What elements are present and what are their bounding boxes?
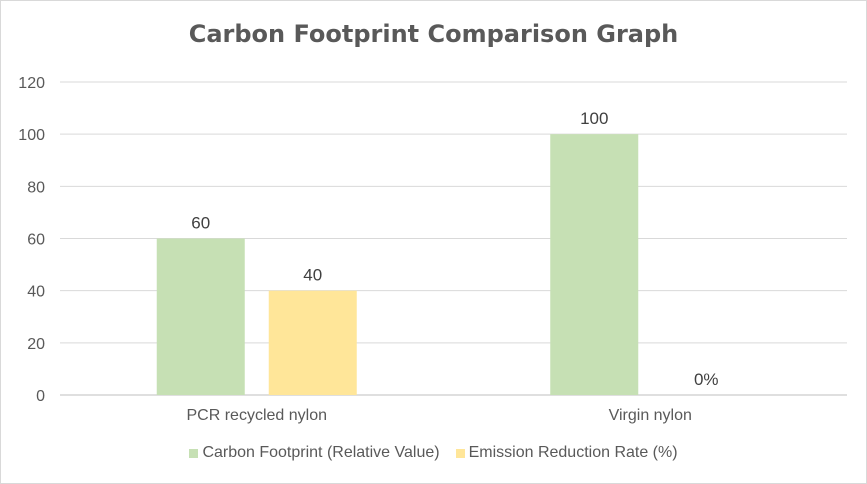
legend-swatch — [455, 448, 465, 458]
legend-item: Carbon Footprint (Relative Value) — [189, 444, 440, 462]
data-label: 0% — [694, 370, 719, 389]
y-tick-label: 120 — [18, 75, 45, 92]
x-category-label: Virgin nylon — [609, 407, 692, 424]
bar — [550, 134, 639, 395]
y-tick-label: 100 — [18, 127, 45, 144]
chart-title: Carbon Footprint Comparison Graph — [188, 20, 679, 48]
data-label: 100 — [580, 109, 608, 128]
bar — [156, 238, 245, 395]
data-label: 40 — [303, 266, 322, 285]
legend-item: Emission Reduction Rate (%) — [455, 444, 678, 462]
legend-swatch — [189, 448, 199, 458]
legend-label: Carbon Footprint (Relative Value) — [202, 444, 440, 461]
bar — [268, 290, 357, 395]
data-label: 60 — [191, 214, 210, 233]
y-tick-label: 40 — [27, 284, 45, 301]
y-tick-label: 20 — [27, 336, 45, 353]
legend-label: Emission Reduction Rate (%) — [468, 444, 678, 461]
x-category-label: PCR recycled nylon — [187, 407, 328, 424]
y-tick-label: 80 — [27, 179, 45, 196]
y-tick-label: 60 — [27, 232, 45, 249]
y-tick-label: 0 — [36, 388, 45, 405]
chart-legend: Carbon Footprint (Relative Value) Emissio… — [0, 444, 867, 462]
